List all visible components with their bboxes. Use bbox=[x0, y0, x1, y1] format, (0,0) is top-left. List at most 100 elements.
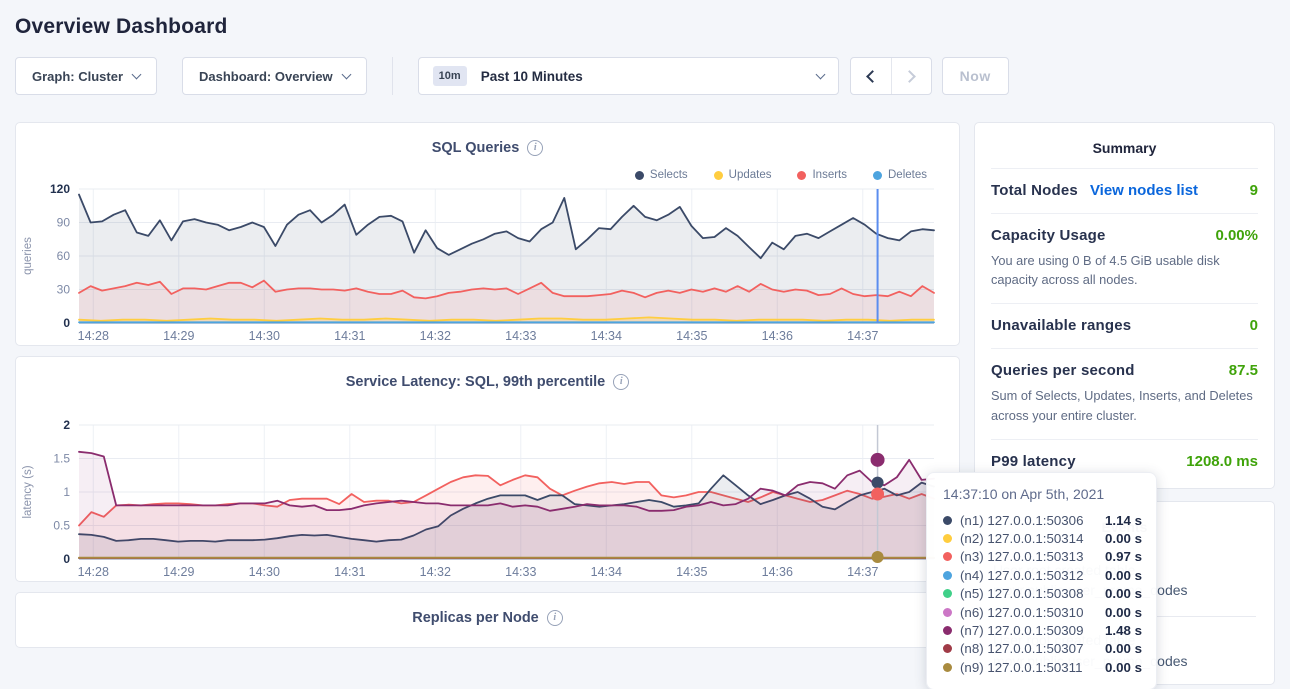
charts-column: SQL Queries i Selects Updates Inserts Delet… bbox=[15, 122, 960, 648]
node-color-dot bbox=[943, 534, 952, 544]
view-nodes-list-link[interactable]: View nodes list bbox=[1089, 182, 1199, 199]
svg-text:14:36: 14:36 bbox=[762, 329, 793, 343]
svg-text:14:31: 14:31 bbox=[334, 565, 365, 579]
time-range-label: Past 10 Minutes bbox=[480, 68, 583, 84]
time-range-dropdown[interactable]: 10m Past 10 Minutes bbox=[417, 57, 839, 95]
time-range-badge: 10m bbox=[432, 66, 467, 86]
chevron-right-icon bbox=[903, 69, 917, 83]
svg-text:queries: queries bbox=[22, 237, 34, 275]
tooltip-node-row: (n1) 127.0.0.1:50306 1.14 s bbox=[943, 511, 1142, 529]
node-color-dot bbox=[943, 626, 952, 636]
capacity-usage-label: Capacity Usage bbox=[991, 227, 1106, 244]
svg-text:14:31: 14:31 bbox=[334, 329, 365, 343]
svg-text:120: 120 bbox=[50, 183, 70, 196]
now-button[interactable]: Now bbox=[941, 57, 1009, 95]
controls-divider bbox=[391, 57, 393, 95]
p99-latency-value: 1208.0 ms bbox=[1186, 452, 1258, 470]
svg-text:14:35: 14:35 bbox=[676, 565, 707, 579]
svg-text:1: 1 bbox=[63, 485, 70, 499]
capacity-usage-value: 0.00% bbox=[1215, 227, 1258, 244]
legend-dot bbox=[634, 170, 644, 180]
graph-scope-label: Graph: Cluster bbox=[32, 68, 124, 84]
info-icon[interactable]: i bbox=[527, 140, 544, 156]
dashboard-label: Dashboard: Overview bbox=[199, 68, 333, 84]
node-color-dot bbox=[943, 589, 952, 599]
summary-panel: Summary Total Nodes View nodes list 9 Ca… bbox=[974, 122, 1275, 489]
svg-text:60: 60 bbox=[57, 249, 71, 263]
svg-text:14:34: 14:34 bbox=[591, 565, 622, 579]
time-prev-button[interactable] bbox=[851, 58, 891, 94]
dashboard-dropdown[interactable]: Dashboard: Overview bbox=[182, 57, 367, 95]
svg-text:0: 0 bbox=[63, 316, 70, 330]
capacity-usage-description: You are using 0 B of 4.5 GiB usable disk… bbox=[991, 253, 1220, 288]
tooltip-node-row: (n3) 127.0.0.1:50313 0.97 s bbox=[943, 548, 1142, 566]
legend-item-updates[interactable]: Updates bbox=[713, 167, 771, 183]
node-color-dot bbox=[943, 570, 952, 580]
p99-latency-label: P99 latency bbox=[991, 452, 1076, 470]
svg-text:14:32: 14:32 bbox=[420, 329, 451, 343]
chart-hover-tooltip: 14:37:10 on Apr 5th, 2021 (n1) 127.0.0.1… bbox=[926, 472, 1157, 689]
node-color-dot bbox=[943, 607, 952, 617]
graph-scope-dropdown[interactable]: Graph: Cluster bbox=[15, 57, 158, 95]
sql-queries-chart-card: SQL Queries i Selects Updates Inserts Delet… bbox=[15, 122, 960, 346]
info-icon[interactable]: i bbox=[613, 374, 630, 390]
tooltip-node-row: (n4) 127.0.0.1:50312 0.00 s bbox=[943, 566, 1142, 584]
dashboard-controls: Graph: Cluster Dashboard: Overview 10m P… bbox=[15, 57, 1275, 95]
svg-text:14:36: 14:36 bbox=[762, 565, 793, 579]
svg-text:1.5: 1.5 bbox=[53, 452, 70, 466]
sql-queries-legend: Selects Updates Inserts Deletes bbox=[16, 159, 959, 183]
svg-text:14:29: 14:29 bbox=[163, 329, 194, 343]
time-nav-group bbox=[849, 57, 932, 95]
chart-title-sql-queries: SQL Queries bbox=[431, 140, 520, 156]
info-icon[interactable]: i bbox=[546, 610, 563, 626]
svg-text:90: 90 bbox=[57, 216, 71, 230]
svg-text:14:37: 14:37 bbox=[847, 565, 878, 579]
svg-text:2: 2 bbox=[63, 419, 70, 432]
summary-title: Summary bbox=[1092, 140, 1157, 156]
node-color-dot bbox=[943, 644, 952, 654]
service-latency-plot[interactable]: 0 0.5 1 1.5 2 14:28 14:29 14:30 14:31 14:32 14:33 1… bbox=[16, 419, 959, 581]
svg-text:14:37: 14:37 bbox=[847, 329, 878, 343]
tooltip-node-row: (n2) 127.0.0.1:50314 0.00 s bbox=[943, 529, 1142, 547]
chevron-down-icon bbox=[131, 69, 142, 79]
tooltip-timestamp: 14:37:10 on Apr 5th, 2021 bbox=[943, 486, 1105, 502]
legend-item-deletes[interactable]: Deletes bbox=[873, 167, 927, 183]
tooltip-node-row: (n9) 127.0.0.1:50311 0.00 s bbox=[943, 658, 1142, 676]
tooltip-node-row: (n7) 127.0.0.1:50309 1.48 s bbox=[943, 621, 1142, 639]
page-title: Overview Dashboard bbox=[15, 15, 228, 38]
legend-dot bbox=[797, 170, 807, 180]
sql-queries-plot[interactable]: 0 30 60 90 120 14:28 14:29 14:30 14:31 14:32 14:33… bbox=[16, 183, 959, 345]
svg-text:14:28: 14:28 bbox=[78, 329, 109, 343]
summary-row-unavailable-ranges: Unavailable ranges 0 bbox=[991, 303, 1258, 348]
tooltip-node-row: (n5) 127.0.0.1:50308 0.00 s bbox=[943, 585, 1142, 603]
chevron-left-icon bbox=[865, 69, 879, 83]
svg-text:0.5: 0.5 bbox=[53, 519, 70, 533]
node-color-dot bbox=[943, 515, 952, 525]
legend-item-inserts[interactable]: Inserts bbox=[797, 167, 847, 183]
chevron-down-icon bbox=[815, 69, 826, 79]
legend-dot bbox=[713, 170, 723, 180]
svg-text:14:34: 14:34 bbox=[591, 329, 622, 343]
svg-text:14:35: 14:35 bbox=[676, 329, 707, 343]
tooltip-node-row: (n8) 127.0.0.1:50307 0.00 s bbox=[943, 640, 1142, 658]
time-next-button[interactable] bbox=[890, 58, 931, 94]
service-latency-chart-card: Service Latency: SQL, 99th percentile i … bbox=[15, 356, 960, 582]
svg-text:0: 0 bbox=[63, 552, 70, 566]
total-nodes-label: Total Nodes bbox=[991, 182, 1078, 199]
node-color-dot bbox=[943, 552, 952, 562]
svg-text:14:30: 14:30 bbox=[249, 329, 280, 343]
legend-dot bbox=[873, 170, 882, 180]
svg-text:14:28: 14:28 bbox=[78, 565, 109, 579]
summary-row-capacity-usage: Capacity Usage 0.00% You are using 0 B o… bbox=[991, 213, 1258, 303]
replicas-per-node-chart-card: Replicas per Node i bbox=[15, 592, 960, 648]
legend-item-selects[interactable]: Selects bbox=[634, 167, 688, 183]
summary-row-queries-per-second: Queries per second 87.5 Sum of Selects, … bbox=[991, 348, 1258, 438]
tooltip-node-row: (n6) 127.0.0.1:50310 0.00 s bbox=[943, 603, 1142, 621]
queries-per-second-description: Sum of Selects, Updates, Inserts, and De… bbox=[991, 388, 1253, 423]
svg-text:14:32: 14:32 bbox=[420, 565, 451, 579]
summary-row-total-nodes: Total Nodes View nodes list 9 bbox=[991, 168, 1258, 213]
total-nodes-value: 9 bbox=[1249, 182, 1258, 199]
queries-per-second-value: 87.5 bbox=[1228, 362, 1258, 380]
unavailable-ranges-value: 0 bbox=[1249, 317, 1258, 335]
chart-title-service-latency: Service Latency: SQL, 99th percentile bbox=[345, 374, 606, 390]
